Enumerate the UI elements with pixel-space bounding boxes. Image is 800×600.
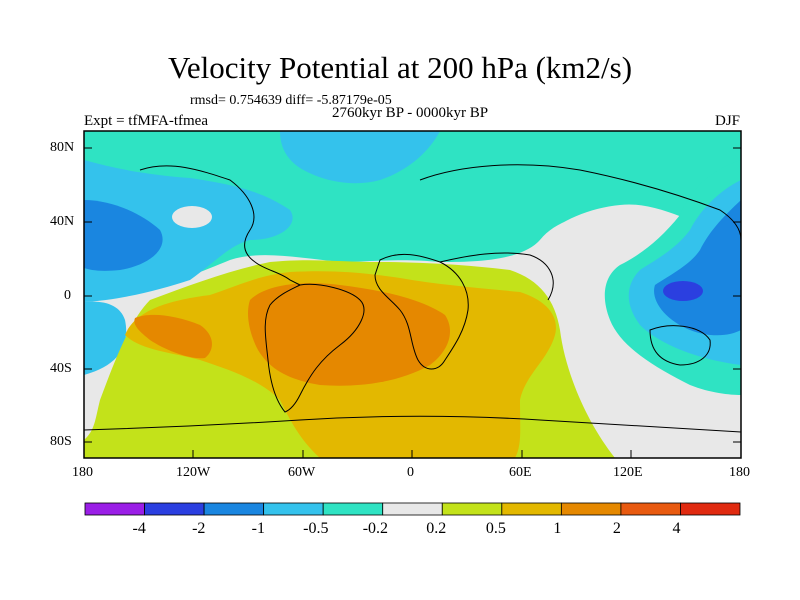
coastlines	[84, 164, 741, 433]
axis-ticks	[83, 147, 742, 458]
field-gray-ne-pacific	[172, 206, 212, 228]
lon-label-180w: 180	[72, 465, 93, 480]
period-label: 2760kyr BP - 0000kyr BP	[331, 105, 489, 121]
colorbar-label: -0.5	[303, 520, 329, 537]
colorbar-label: 1	[553, 520, 562, 537]
colorbar-swatch	[84, 502, 145, 516]
colorbar-swatch	[382, 502, 443, 516]
lon-label-180e: 180	[729, 465, 750, 480]
lat-label-40s: 40S	[50, 361, 72, 376]
field-lightblue-north-atlantic	[280, 131, 440, 184]
field-blue-wpac	[654, 200, 741, 336]
colorbar-label: -2	[192, 520, 206, 537]
coast-south-asia	[439, 252, 554, 301]
coast-australia	[649, 325, 711, 366]
field-lightblue-nw	[84, 160, 293, 302]
colorbar-label: -4	[132, 520, 146, 537]
experiment-label: Expt = tfMFA-tfmea	[84, 113, 208, 129]
colorbar-swatch	[203, 502, 265, 516]
coast-eurasia	[419, 164, 741, 241]
lat-label-40n: 40N	[50, 214, 75, 229]
figure-subtitle: rmsd= 0.754639 diff= -5.87179e-05	[190, 93, 392, 108]
field-lightblue-sw	[84, 301, 127, 375]
coast-africa	[374, 253, 469, 370]
colorbar-swatch	[620, 502, 681, 516]
colorbar-label: 4	[672, 520, 681, 537]
colorbar-swatch	[560, 502, 622, 516]
field-teal-north	[84, 131, 741, 300]
colorbar-swatch	[680, 502, 741, 516]
lat-label-80s: 80S	[50, 434, 72, 449]
colorbar-label: -0.2	[362, 520, 389, 537]
colorbar-label: 2	[612, 520, 621, 537]
coast-south-america	[264, 283, 365, 413]
coast-antarctica	[84, 415, 741, 433]
colorbar-swatch	[501, 502, 562, 516]
lon-label-120w: 120W	[176, 465, 211, 480]
lat-label-80n: 80N	[50, 140, 75, 155]
colorbar-swatch	[441, 502, 503, 516]
lon-label-60e: 60E	[509, 465, 532, 480]
season-label: DJF	[714, 113, 740, 129]
lon-label-0: 0	[407, 465, 414, 480]
field-blue-nw	[84, 200, 163, 271]
colorbar-label: 0.5	[485, 520, 506, 537]
field-darkorange-spacific	[134, 314, 212, 359]
colorbar	[84, 502, 741, 516]
colorbar-label: -1	[251, 520, 265, 537]
lon-label-120e: 120E	[613, 465, 643, 480]
contour-fields	[84, 131, 741, 458]
colorbar-label: 0.2	[426, 520, 447, 537]
colorbar-swatch	[322, 502, 384, 516]
lon-label-60w: 60W	[288, 465, 316, 480]
colorbar-swatch	[144, 502, 205, 516]
coast-north-america	[139, 165, 301, 286]
lat-label-0: 0	[64, 288, 71, 303]
figure-title: Velocity Potential at 200 hPa (km2/s)	[167, 50, 633, 85]
colorbar-swatch	[263, 502, 324, 516]
field-darkblue-wpac	[663, 281, 703, 301]
